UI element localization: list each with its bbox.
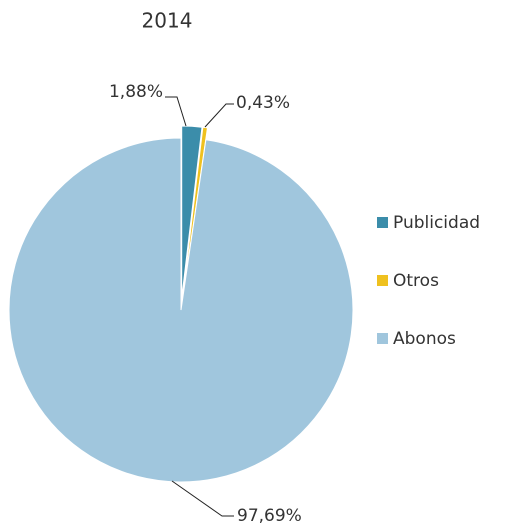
legend-swatch (377, 217, 388, 228)
chart-title: 2014 (142, 9, 193, 33)
data-label: 97,69% (237, 506, 302, 525)
leader-line (204, 103, 234, 128)
leader-line (171, 480, 234, 517)
legend-label: Otros (393, 271, 439, 291)
legend-swatch (377, 333, 388, 344)
legend-swatch (377, 275, 388, 286)
leader-line (165, 96, 187, 127)
legend-label: Abonos (393, 329, 456, 349)
data-label: 1,88% (109, 82, 163, 102)
pie-slice (181, 125, 203, 299)
data-label: 0,43% (236, 93, 290, 113)
pie-slice (8, 137, 354, 483)
legend-label: Publicidad (393, 213, 480, 233)
